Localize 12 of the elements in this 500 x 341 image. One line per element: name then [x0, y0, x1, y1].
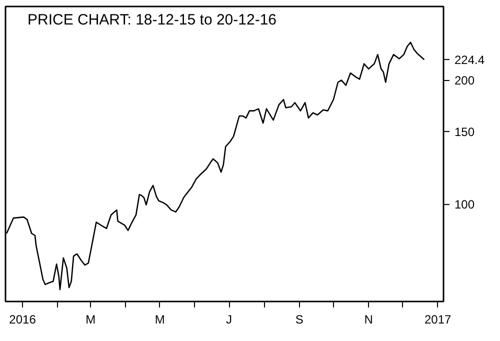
- y-tick-label: 150: [454, 125, 475, 140]
- x-tick-label: J: [226, 312, 232, 326]
- x-tick-label: 2017: [424, 312, 452, 326]
- x-tick-label: N: [364, 312, 373, 326]
- x-tick-label: 2016: [9, 312, 36, 326]
- y-tick-label: 200: [454, 74, 475, 88]
- y-tick-label: 100: [454, 198, 475, 212]
- chart-title: PRICE CHART: 18-12-15 to 20-12-16: [28, 12, 277, 28]
- y-tick-label: 224.4: [454, 53, 485, 68]
- x-tick-label: M: [86, 312, 96, 326]
- x-tick-label: S: [295, 312, 304, 326]
- x-tick-label: M: [154, 312, 165, 326]
